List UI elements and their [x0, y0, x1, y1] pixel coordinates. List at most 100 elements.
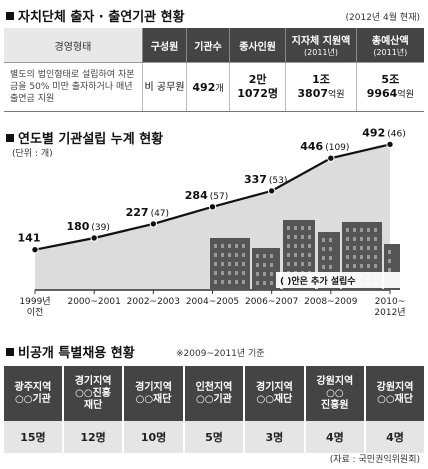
- x-tick-label: 2012년: [374, 307, 405, 318]
- org-header: 강원지역 ○○재단: [365, 366, 424, 421]
- building-window: [214, 280, 217, 284]
- building-window: [214, 253, 217, 257]
- building-window: [221, 262, 224, 266]
- building-window: [287, 226, 290, 230]
- org-header: 경기지역 ○○재단: [123, 366, 185, 421]
- building-window: [228, 280, 231, 284]
- building-window: [353, 246, 356, 250]
- header-count: 기관수: [186, 28, 230, 63]
- building-window: [270, 263, 273, 267]
- data-point: [149, 220, 158, 228]
- special-hiring-table: 광주지역 ○○기관 경기지역 ○○진흥 재단 경기지역 ○○재단 인천지역 ○○기관 경기…: [4, 366, 424, 453]
- org-header: 경기지역 ○○재단: [244, 366, 306, 421]
- table-header-row: 광주지역 ○○기관 경기지역 ○○진흥 재단 경기지역 ○○재단 인천지역 ○○기관 경기…: [4, 366, 424, 421]
- building-window: [270, 281, 273, 285]
- building-window: [322, 265, 325, 269]
- building-window: [221, 244, 224, 248]
- building-window: [353, 255, 356, 259]
- x-tick-label: 2000~2001: [67, 297, 120, 307]
- building-window: [221, 271, 224, 275]
- data-point: [208, 203, 217, 211]
- x-tick-label: 2010~: [375, 297, 405, 307]
- building-window: [360, 246, 363, 250]
- building-window: [360, 237, 363, 241]
- support-cell: 1조 3807억원: [285, 62, 357, 112]
- source-note: (자료 : 국민권익위원회): [329, 455, 420, 465]
- building-window: [360, 228, 363, 232]
- table-header-row: 경영형태 구성원 기관수 종사인원 지자체 지원액 (2011년) 총예산액 (20…: [4, 28, 424, 63]
- building-window: [388, 259, 391, 263]
- building-window: [367, 264, 370, 268]
- x-tick-label: 1999년: [19, 296, 50, 307]
- building-window: [329, 265, 332, 269]
- building-window: [388, 250, 391, 254]
- table-row: 15명 12명 10명 5명 3명 4명 4명: [4, 421, 424, 453]
- building-window: [360, 264, 363, 268]
- data-label: 337 (53): [244, 173, 287, 186]
- count-cell: 492개: [186, 62, 230, 112]
- building-window: [329, 238, 332, 242]
- data-point: [31, 246, 39, 254]
- building-window: [263, 254, 266, 258]
- building-window: [235, 271, 238, 275]
- building-window: [346, 237, 349, 241]
- member-cell: 비 공무원: [142, 62, 188, 112]
- building-window: [270, 254, 273, 258]
- building-window: [256, 263, 259, 267]
- org-header: 인천지역 ○○기관: [183, 366, 246, 421]
- building-window: [235, 253, 238, 257]
- building-window: [214, 271, 217, 275]
- building-window: [242, 253, 245, 257]
- building-window: [322, 247, 325, 251]
- building-window: [294, 244, 297, 248]
- building-window: [346, 228, 349, 232]
- building-window: [214, 244, 217, 248]
- building-window: [322, 256, 325, 260]
- building-window: [242, 271, 245, 275]
- building-window: [346, 255, 349, 259]
- building-window: [308, 244, 311, 248]
- section2-title: 연도별 기관설립 누계 현황: [6, 128, 163, 147]
- building-window: [388, 268, 391, 272]
- building-window: [294, 253, 297, 257]
- building-window: [308, 262, 311, 266]
- org-header: 강원지역 ○○ 진흥원: [304, 366, 367, 421]
- building-window: [263, 281, 266, 285]
- header-staff: 종사인원: [229, 28, 287, 63]
- x-tick-label: 2002~2003: [127, 297, 180, 307]
- org-header: 광주지역 ○○기관: [4, 366, 64, 421]
- x-tick-label: 2008~2009: [304, 297, 358, 307]
- buildings-illustration: [210, 220, 402, 290]
- building-window: [287, 235, 290, 239]
- building-window: [256, 281, 259, 285]
- building-window: [353, 228, 356, 232]
- management-form-cell: 별도의 법인형태로 설립하여 자본금을 50% 미만 출자하거나 매년 출연금 …: [4, 62, 143, 112]
- building-window: [346, 246, 349, 250]
- building-window: [367, 246, 370, 250]
- building-window: [263, 263, 266, 267]
- building-window: [221, 280, 224, 284]
- data-point: [90, 234, 98, 242]
- building-window: [301, 235, 304, 239]
- building-window: [374, 228, 377, 232]
- data-label: 446 (109): [300, 140, 349, 153]
- legend-backdrop: [276, 272, 402, 288]
- hire-count-cell: 15명: [4, 421, 64, 453]
- building-window: [294, 226, 297, 230]
- building-window: [242, 244, 245, 248]
- data-label: 284 (57): [185, 189, 228, 202]
- building-window: [214, 262, 217, 266]
- hire-count-cell: 4명: [365, 421, 424, 453]
- building-window: [228, 262, 231, 266]
- hire-count-cell: 12명: [62, 421, 125, 453]
- building-window: [256, 272, 259, 276]
- building-window: [287, 262, 290, 266]
- data-label: 492 (46): [362, 126, 405, 139]
- building-window: [346, 264, 349, 268]
- square-bullet-icon: [6, 12, 14, 20]
- building-window: [242, 262, 245, 266]
- building-window: [301, 253, 304, 257]
- section3-title: 비공개 특별채용 현황: [6, 342, 135, 361]
- data-point: [386, 140, 394, 149]
